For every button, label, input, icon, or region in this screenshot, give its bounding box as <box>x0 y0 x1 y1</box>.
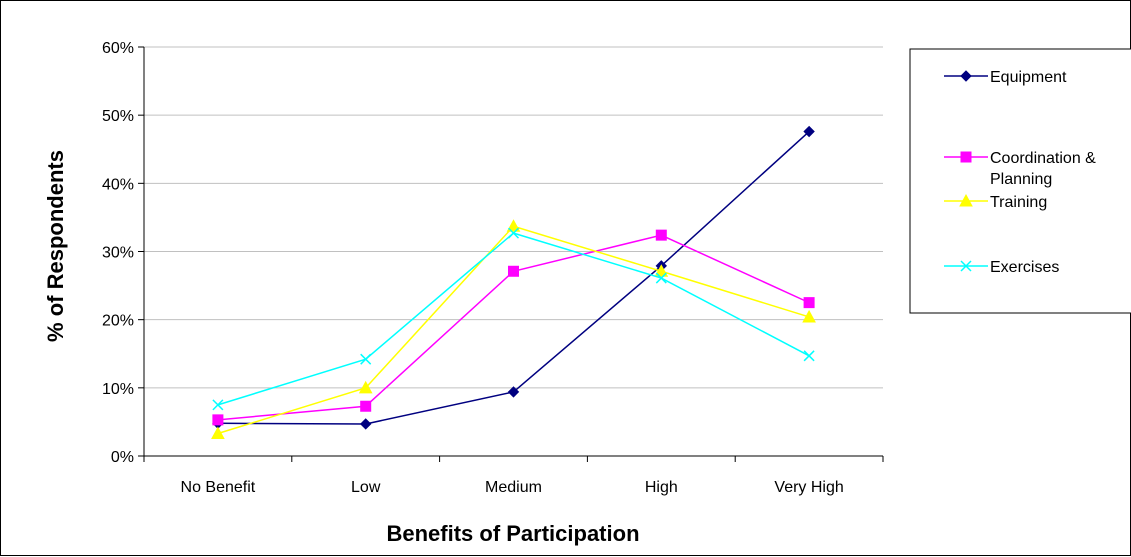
x-axis-title: Benefits of Participation <box>386 521 639 546</box>
data-point <box>507 227 520 239</box>
x-tick-label: Very High <box>774 479 843 496</box>
series-square <box>212 229 815 426</box>
legend-item: Training <box>944 193 1047 211</box>
series-diamond <box>212 125 815 430</box>
series-line <box>217 225 810 435</box>
y-tick-label: 60% <box>102 40 134 57</box>
data-point <box>655 229 667 241</box>
data-point <box>212 414 224 426</box>
legend-label: Exercises <box>990 259 1059 276</box>
data-point <box>802 309 816 323</box>
data-point <box>358 380 373 394</box>
legend-label: Equipment <box>990 69 1067 86</box>
data-point <box>803 350 815 362</box>
series-triangle <box>211 219 816 440</box>
y-tick-label: 10% <box>102 381 134 398</box>
data-point <box>211 426 225 440</box>
legend-swatch-marker <box>960 151 972 163</box>
y-axis: 0% 10% 20% 30% 40% 50% 60% <box>102 40 145 466</box>
legend-label: Training <box>990 194 1047 211</box>
data-point <box>360 400 372 412</box>
x-tick-label: Medium <box>485 479 542 496</box>
data-point <box>360 353 372 365</box>
data-point <box>803 297 815 309</box>
legend-item: Exercises <box>944 259 1059 276</box>
data-point <box>803 125 815 138</box>
x-tick-label: No Benefit <box>181 479 256 496</box>
data-point <box>359 418 372 430</box>
legend-item: Equipment <box>944 69 1067 86</box>
y-tick-label: 20% <box>102 313 134 330</box>
legend-swatch-marker <box>960 260 972 272</box>
y-tick-label: 0% <box>111 449 134 466</box>
legend-swatch-marker <box>960 70 972 82</box>
legend-box <box>909 48 1131 314</box>
data-point <box>508 265 519 277</box>
x-tick-label: High <box>645 479 678 496</box>
series-line <box>217 232 810 406</box>
legend-label: Coordination & <box>990 150 1096 167</box>
legend-swatch-marker <box>959 193 973 207</box>
x-axis: No Benefit Low Medium High Very High <box>143 455 884 496</box>
data-point <box>506 219 521 232</box>
y-axis-title: % of Respondents <box>43 150 68 342</box>
data-point <box>654 264 669 277</box>
y-tick-label: 40% <box>102 176 134 193</box>
legend-label: Planning <box>990 171 1052 188</box>
y-tick-label: 30% <box>102 245 134 262</box>
legend: Equipment Coordination & Planning Training E… <box>909 48 1131 314</box>
series-line <box>217 130 810 425</box>
y-tick-label: 50% <box>102 108 134 125</box>
series-group <box>211 125 816 440</box>
data-point <box>655 272 667 284</box>
legend-item: Coordination & Planning <box>944 150 1096 188</box>
series-x <box>212 227 815 411</box>
data-point <box>507 386 520 398</box>
x-tick-label: Low <box>351 479 381 496</box>
grid-lines <box>144 46 883 389</box>
data-point <box>212 399 224 411</box>
